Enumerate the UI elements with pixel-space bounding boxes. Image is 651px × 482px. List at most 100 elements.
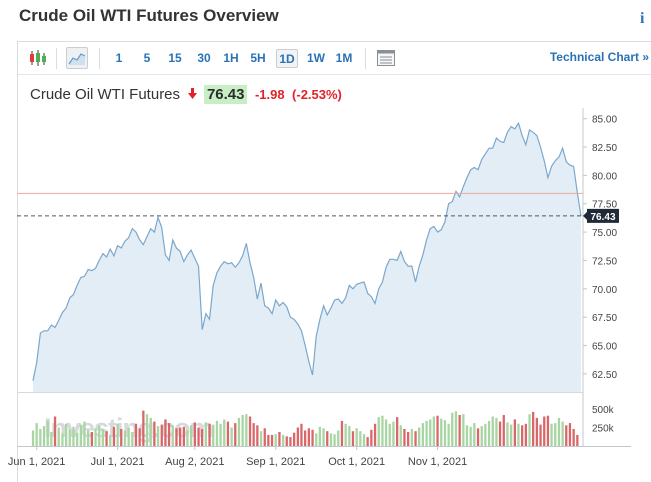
volume-bar bbox=[142, 410, 145, 446]
timeframe-15[interactable]: 15 bbox=[168, 51, 182, 65]
price-tick-label: 72.50 bbox=[592, 256, 617, 267]
volume-bar bbox=[105, 431, 108, 446]
volume-bar bbox=[432, 416, 435, 446]
volume-bar bbox=[403, 429, 406, 446]
x-tick-label: Sep 1, 2021 bbox=[246, 456, 305, 468]
timeframe-1h[interactable]: 1H bbox=[223, 51, 239, 65]
last-price-badge-label: 76.43 bbox=[590, 212, 615, 223]
volume-bar bbox=[418, 427, 421, 446]
volume-bar bbox=[134, 423, 138, 446]
volume-bar bbox=[87, 430, 90, 446]
volume-bar bbox=[282, 434, 285, 446]
volume-bar bbox=[193, 422, 196, 446]
price-tick-label: 67.50 bbox=[592, 313, 617, 324]
volume-bar bbox=[351, 431, 355, 446]
volume-bar bbox=[539, 424, 542, 446]
volume-bar bbox=[156, 426, 160, 446]
volume-bar bbox=[506, 422, 509, 446]
timeframe-30[interactable]: 30 bbox=[197, 51, 211, 65]
toolbar-divider bbox=[99, 48, 100, 69]
volume-bar bbox=[429, 419, 432, 446]
volume-bar bbox=[454, 411, 458, 446]
volume-bar bbox=[407, 432, 410, 446]
volume-bar bbox=[278, 432, 281, 446]
price-tick-label: 85.00 bbox=[592, 115, 617, 126]
volume-bar bbox=[491, 416, 494, 446]
volume-bar bbox=[237, 417, 241, 446]
volume-bar bbox=[179, 427, 182, 446]
volume-bar bbox=[384, 419, 388, 446]
volume-bar bbox=[57, 427, 60, 446]
page-title: Crude Oil WTI Futures Overview bbox=[19, 6, 279, 25]
timeframe-5h[interactable]: 5H bbox=[250, 51, 266, 65]
volume-bar bbox=[186, 430, 189, 446]
volume-bar bbox=[204, 422, 207, 446]
volume-bar bbox=[42, 426, 46, 446]
volume-bar bbox=[362, 434, 366, 446]
volume-bar bbox=[90, 432, 93, 446]
volume-bar bbox=[414, 431, 417, 446]
volume-bar bbox=[521, 425, 524, 446]
volume-bar bbox=[557, 417, 561, 446]
volume-bar bbox=[311, 429, 314, 446]
volume-bar bbox=[197, 427, 200, 446]
info-icon[interactable]: i bbox=[640, 10, 645, 27]
volume-bar bbox=[451, 412, 454, 446]
timeframe-1[interactable]: 1 bbox=[115, 51, 123, 65]
down-arrow-icon bbox=[188, 86, 198, 104]
volume-bar bbox=[153, 421, 156, 446]
volume-bar bbox=[65, 423, 68, 446]
volume-bar bbox=[348, 426, 351, 446]
chart-toolbar: 1 5 15 30 1H 5H 1D 1W 1M Technical Chart… bbox=[18, 42, 651, 75]
volume-bar bbox=[234, 423, 237, 446]
timeframe-1w[interactable]: 1W bbox=[307, 51, 325, 65]
timeframe-5[interactable]: 5 bbox=[143, 51, 151, 65]
volume-bar bbox=[116, 423, 119, 446]
volume-bar bbox=[388, 423, 391, 446]
x-tick-label: Nov 1, 2021 bbox=[408, 456, 467, 468]
volume-bar bbox=[201, 429, 204, 446]
volume-bar bbox=[31, 430, 35, 446]
volume-bar bbox=[487, 420, 491, 446]
volume-bar bbox=[318, 426, 321, 446]
volume-bar bbox=[359, 431, 362, 446]
volume-bar bbox=[39, 429, 42, 446]
table-icon[interactable] bbox=[375, 47, 397, 69]
volume-bar bbox=[145, 414, 149, 446]
volume-bar bbox=[322, 428, 325, 446]
volume-bar bbox=[109, 434, 112, 446]
volume-bar bbox=[355, 428, 358, 446]
volume-bar bbox=[182, 426, 185, 446]
volume-bar bbox=[175, 428, 178, 446]
volume-bar bbox=[267, 434, 270, 446]
volume-bar bbox=[465, 425, 469, 446]
volume-bar bbox=[307, 428, 310, 446]
volume-bar bbox=[263, 428, 266, 446]
candlestick-icon[interactable] bbox=[27, 47, 49, 69]
timeframe-1m[interactable]: 1M bbox=[335, 51, 353, 65]
volume-bar bbox=[138, 428, 141, 446]
volume-bar bbox=[337, 430, 340, 446]
volume-bar bbox=[510, 424, 513, 446]
volume-bar bbox=[212, 424, 215, 446]
timeframe-1d[interactable]: 1D bbox=[276, 49, 298, 68]
volume-bar bbox=[498, 421, 502, 446]
volume-bar bbox=[131, 432, 134, 446]
technical-chart-link[interactable]: Technical Chart » bbox=[549, 50, 649, 64]
volume-bar bbox=[171, 425, 174, 446]
price-change-percent: (-2.53%) bbox=[292, 87, 342, 102]
toolbar-divider bbox=[365, 48, 366, 69]
volume-bar bbox=[550, 423, 553, 446]
volume-bar bbox=[396, 417, 399, 446]
volume-bar bbox=[149, 417, 152, 446]
volume-bar bbox=[164, 419, 167, 446]
volume-bar bbox=[230, 427, 233, 446]
volume-bar bbox=[495, 417, 498, 446]
volume-bar bbox=[340, 420, 344, 446]
volume-bar bbox=[223, 419, 226, 446]
last-price-badge bbox=[587, 208, 619, 223]
volume-bar bbox=[373, 423, 377, 446]
volume-bar bbox=[123, 430, 127, 446]
area-chart-icon[interactable] bbox=[66, 47, 88, 69]
